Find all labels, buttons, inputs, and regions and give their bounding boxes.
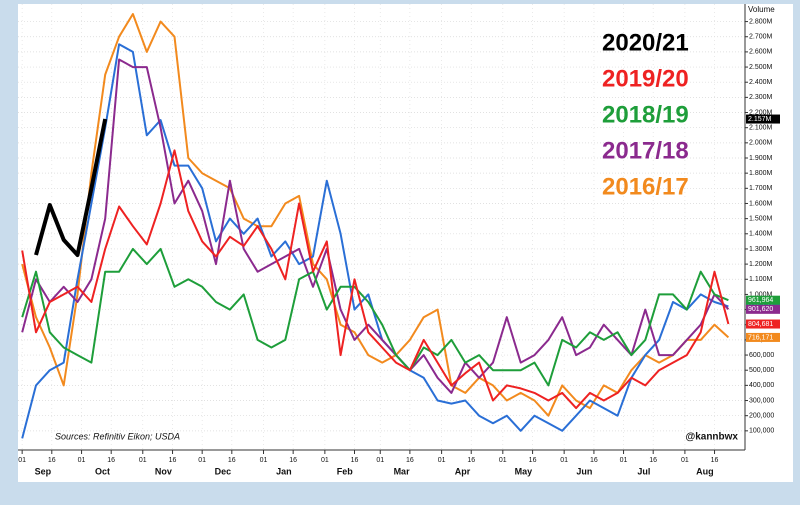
y-tick-label: 2.200M	[749, 109, 773, 116]
legend-entry: 2016/17	[602, 173, 689, 200]
x-tick-label: 16	[406, 457, 414, 464]
x-tick-label: 01	[18, 457, 26, 464]
month-label: Nov	[155, 466, 172, 476]
legend-entry: 2018/19	[602, 101, 689, 128]
y-tick-label: 300,000	[749, 397, 774, 404]
end-tag-box	[746, 304, 780, 314]
y-tick-label: 400,000	[749, 382, 774, 389]
y-tick-label: 2.300M	[749, 94, 773, 101]
y-tick-label: 1.600M	[749, 200, 773, 207]
y-tick-label: 500,000	[749, 367, 774, 374]
y-tick-label: 1.100M	[749, 276, 773, 283]
y-tick-label: 2.600M	[749, 49, 773, 56]
month-label: Sep	[35, 466, 52, 476]
legend-entry: 2019/20	[602, 65, 689, 92]
plot-area	[18, 4, 745, 450]
series-line	[21, 247, 729, 387]
x-tick-label: 16	[289, 457, 297, 464]
watermark: @kannbwx	[685, 432, 738, 443]
y-tick-label: 1.500M	[749, 215, 773, 222]
end-tag-label: 961,964	[748, 297, 773, 304]
x-tick-label: 16	[590, 457, 598, 464]
x-tick-label: 01	[438, 457, 446, 464]
end-tag-box	[746, 332, 780, 342]
y-tick-label: 2.400M	[749, 79, 773, 86]
series-line	[21, 58, 730, 394]
end-tag-box	[746, 295, 780, 305]
x-tick-label: 01	[376, 457, 384, 464]
y-tick-label: 1.300M	[749, 246, 773, 253]
end-tag-label: 716,171	[748, 334, 773, 341]
end-tag: 716,171	[746, 332, 780, 342]
end-tag: 804,681	[746, 319, 780, 329]
end-tag-label: 2.157M	[748, 116, 772, 123]
y-tick-label: 1.800M	[749, 170, 773, 177]
y-tick-label: 1.700M	[749, 185, 773, 192]
y-tick-label: 2.800M	[749, 18, 773, 25]
y-tick-label: 1.400M	[749, 231, 773, 238]
end-tag-label: 804,681	[748, 321, 773, 328]
month-label: Dec	[215, 466, 232, 476]
x-tick-label: 16	[711, 457, 719, 464]
month-label: Oct	[95, 466, 110, 476]
x-tick-label: 01	[321, 457, 329, 464]
y-tick-label: 2.000M	[749, 140, 773, 147]
end-tag: 961,964	[746, 295, 780, 305]
month-label: Jan	[276, 466, 292, 476]
x-tick-label: 01	[78, 457, 86, 464]
month-label: Jul	[637, 466, 650, 476]
series-line	[21, 43, 729, 439]
x-tick-label: 01	[560, 457, 568, 464]
y-tick-label: 600,000	[749, 352, 774, 359]
month-label: Mar	[394, 466, 411, 476]
x-tick-label: 01	[139, 457, 147, 464]
y-tick-label: 1.000M	[749, 291, 773, 298]
x-tick-label: 01	[260, 457, 268, 464]
end-tag-label: 901,620	[748, 306, 773, 313]
month-label: May	[515, 466, 533, 476]
y-tick-label: 1.200M	[749, 261, 773, 268]
series-line	[34, 118, 108, 257]
end-tag-box	[746, 114, 780, 124]
y-tick-label: 2.100M	[749, 125, 773, 132]
legend-entry: 2020/21	[602, 29, 689, 56]
x-tick-label: 16	[351, 457, 359, 464]
axis-area	[745, 4, 793, 450]
x-tick-label: 16	[169, 457, 177, 464]
x-tick-label: 01	[198, 457, 206, 464]
x-tick-label: 01	[681, 457, 689, 464]
month-label: Jun	[576, 466, 592, 476]
x-tick-label: 01	[499, 457, 507, 464]
x-tick-label: 16	[529, 457, 537, 464]
end-tag: 901,620	[746, 304, 780, 314]
source: Sources: Refinitiv Eikon; USDA	[55, 431, 180, 441]
month-label: Feb	[337, 466, 354, 476]
series-line	[21, 149, 730, 410]
legend-entry: 2017/18	[602, 137, 689, 164]
x-axis-area	[18, 450, 793, 482]
x-tick-label: 16	[228, 457, 236, 464]
x-tick-label: 16	[467, 457, 475, 464]
y-tick-label: 100,000	[749, 428, 774, 435]
series-line	[21, 13, 730, 417]
x-tick-label: 16	[649, 457, 657, 464]
end-tag-box	[746, 319, 780, 329]
y-tick-label: 1.900M	[749, 155, 773, 162]
end-tag: 2.157M	[746, 114, 780, 124]
x-tick-label: 01	[620, 457, 628, 464]
y-tick-label: 2.500M	[749, 64, 773, 71]
month-label: Aug	[696, 466, 714, 476]
y-tick-label: 2.700M	[749, 34, 773, 41]
axis-title: Volume	[748, 5, 775, 14]
y-tick-label: 200,000	[749, 413, 774, 420]
x-tick-label: 16	[48, 457, 56, 464]
month-label: Apr	[455, 466, 471, 476]
x-tick-label: 16	[107, 457, 115, 464]
